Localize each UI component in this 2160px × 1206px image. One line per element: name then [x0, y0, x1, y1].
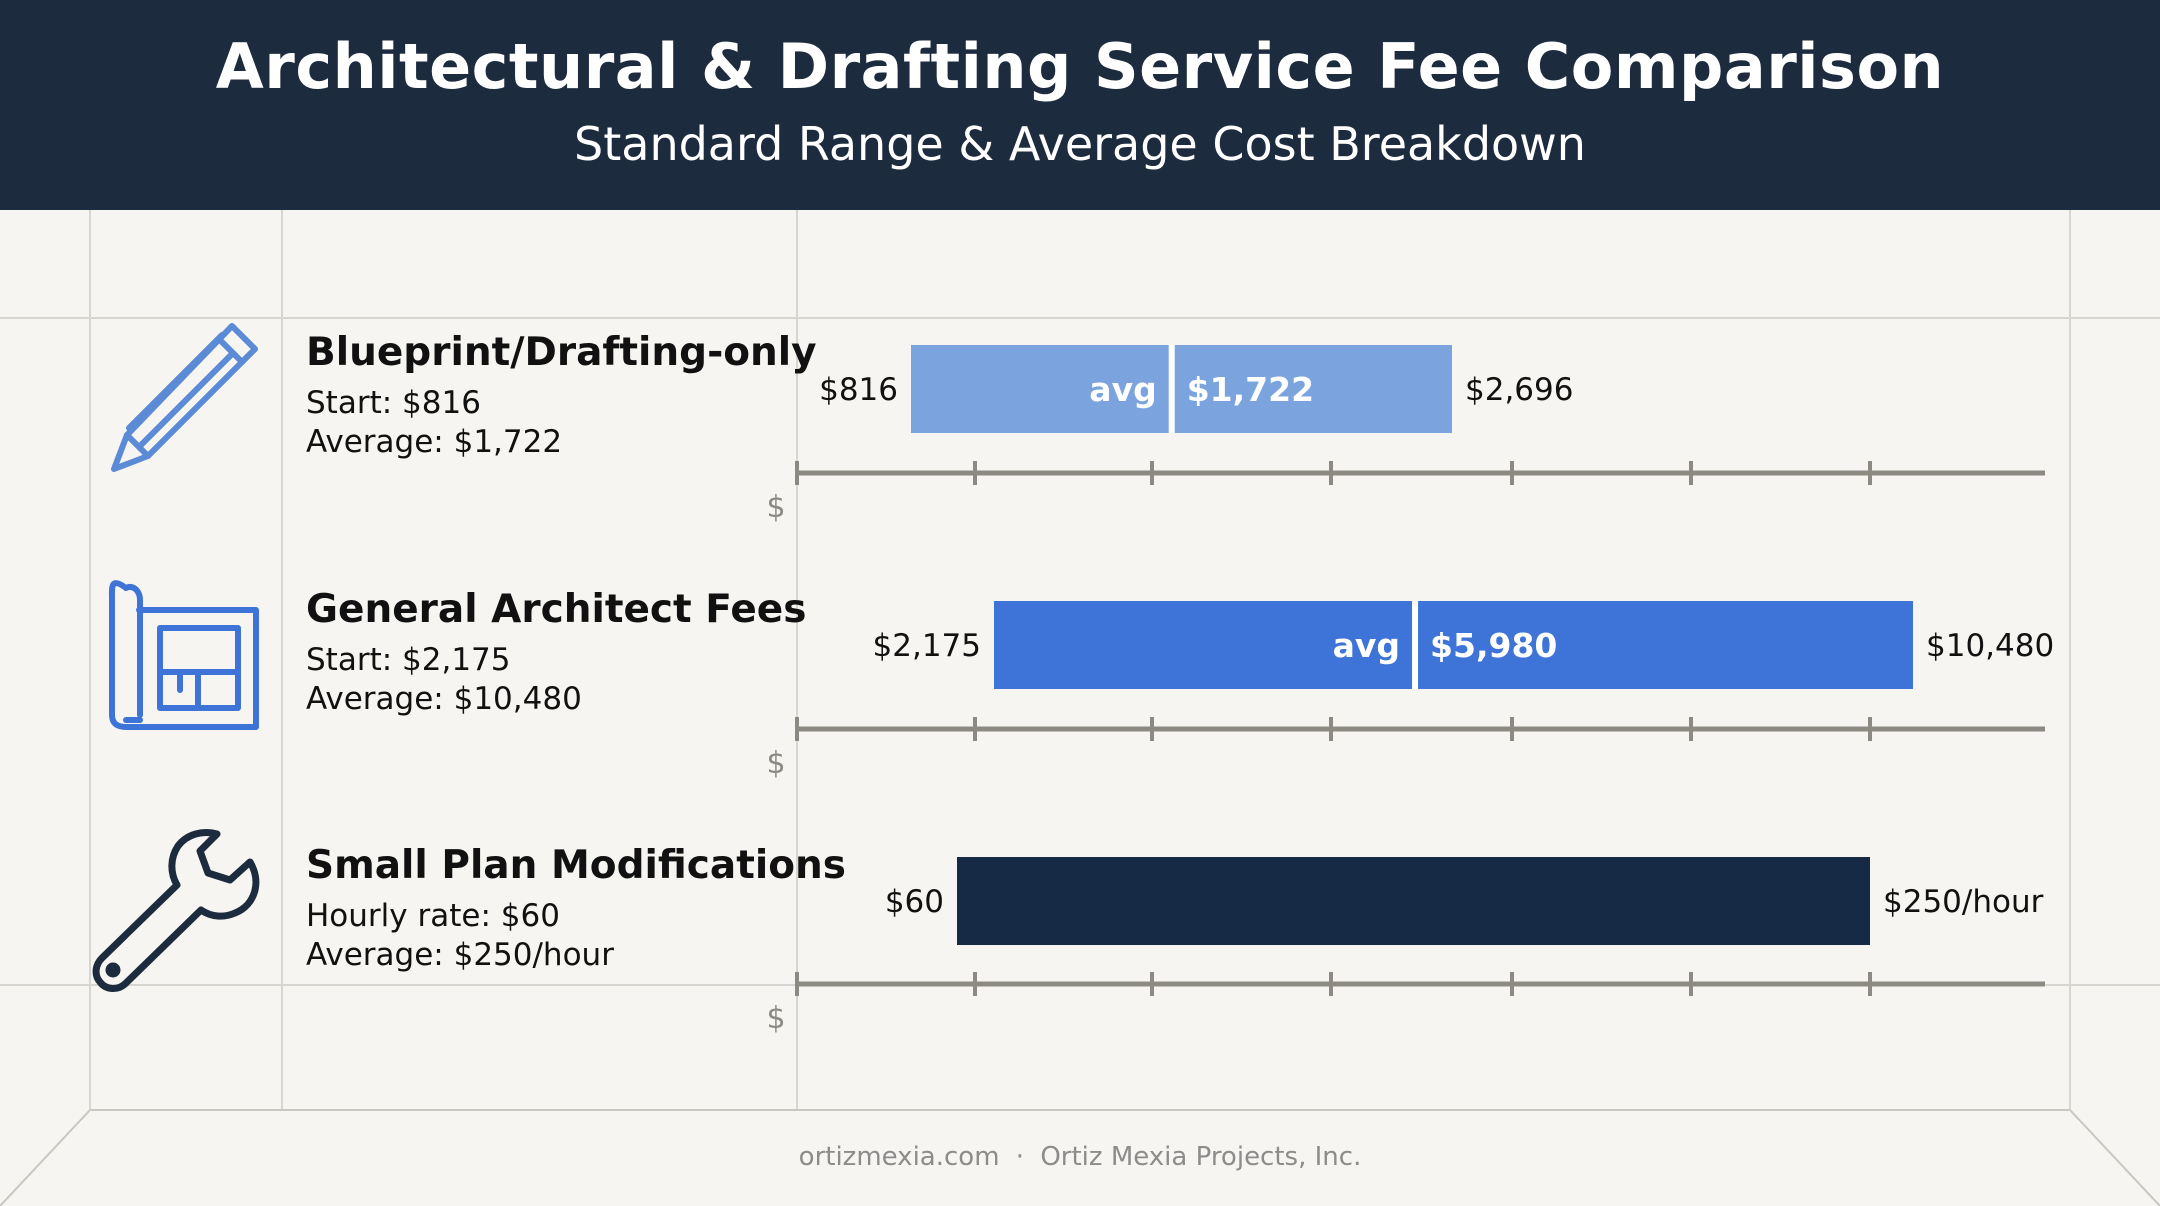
range-bar-0 [911, 345, 1452, 433]
row-start-modifications: Hourly rate: $60 [306, 898, 560, 934]
footer-company: Ortiz Mexia Projects, Inc. [1040, 1142, 1362, 1172]
axis-currency-label-2: $ [766, 1001, 785, 1036]
avg-value-1: $5,980 [1430, 626, 1557, 665]
low-label-1: $2,175 [873, 628, 981, 664]
row-average-modifications: Average: $250/hour [306, 937, 614, 973]
axis-currency-label-0: $ [766, 490, 785, 525]
header-banner: Architectural & Drafting Service Fee Com… [0, 0, 2160, 210]
blueprint-icon [108, 580, 259, 730]
high-label-1: $10,480 [1926, 628, 2054, 664]
row-average-architect: Average: $10,480 [306, 681, 582, 717]
range-bar-2 [957, 857, 1870, 945]
footer-site[interactable]: ortizmexia.com [798, 1142, 1000, 1172]
page-subtitle: Standard Range & Average Cost Breakdown [574, 117, 1586, 171]
high-label-0: $2,696 [1465, 372, 1573, 408]
row-name-modifications: Small Plan Modifications [306, 843, 846, 888]
row-start-architect: Start: $2,175 [306, 642, 511, 678]
axis-currency-label-1: $ [766, 746, 785, 781]
low-label-0: $816 [819, 372, 898, 408]
footer-separator: · [1015, 1142, 1025, 1172]
avg-word-1: avg [1333, 626, 1400, 665]
low-label-2: $60 [885, 884, 944, 920]
avg-value-0: $1,722 [1187, 370, 1314, 409]
row-name-blueprint: Blueprint/Drafting-only [306, 330, 817, 375]
row-average-blueprint: Average: $1,722 [306, 424, 563, 460]
page-title: Architectural & Drafting Service Fee Com… [215, 30, 1945, 103]
avg-word-0: avg [1089, 370, 1156, 409]
row-name-architect: General Architect Fees [306, 587, 807, 632]
avg-marker-0 [1168, 345, 1175, 433]
avg-marker-1 [1412, 601, 1419, 689]
high-label-2: $250/hour [1883, 884, 2044, 920]
footer: ortizmexia.com · Ortiz Mexia Projects, I… [0, 1142, 2160, 1172]
pencil-icon [111, 323, 258, 472]
range-bar-1 [994, 601, 1913, 689]
wrench-icon [92, 829, 260, 992]
row-start-blueprint: Start: $816 [306, 385, 481, 421]
